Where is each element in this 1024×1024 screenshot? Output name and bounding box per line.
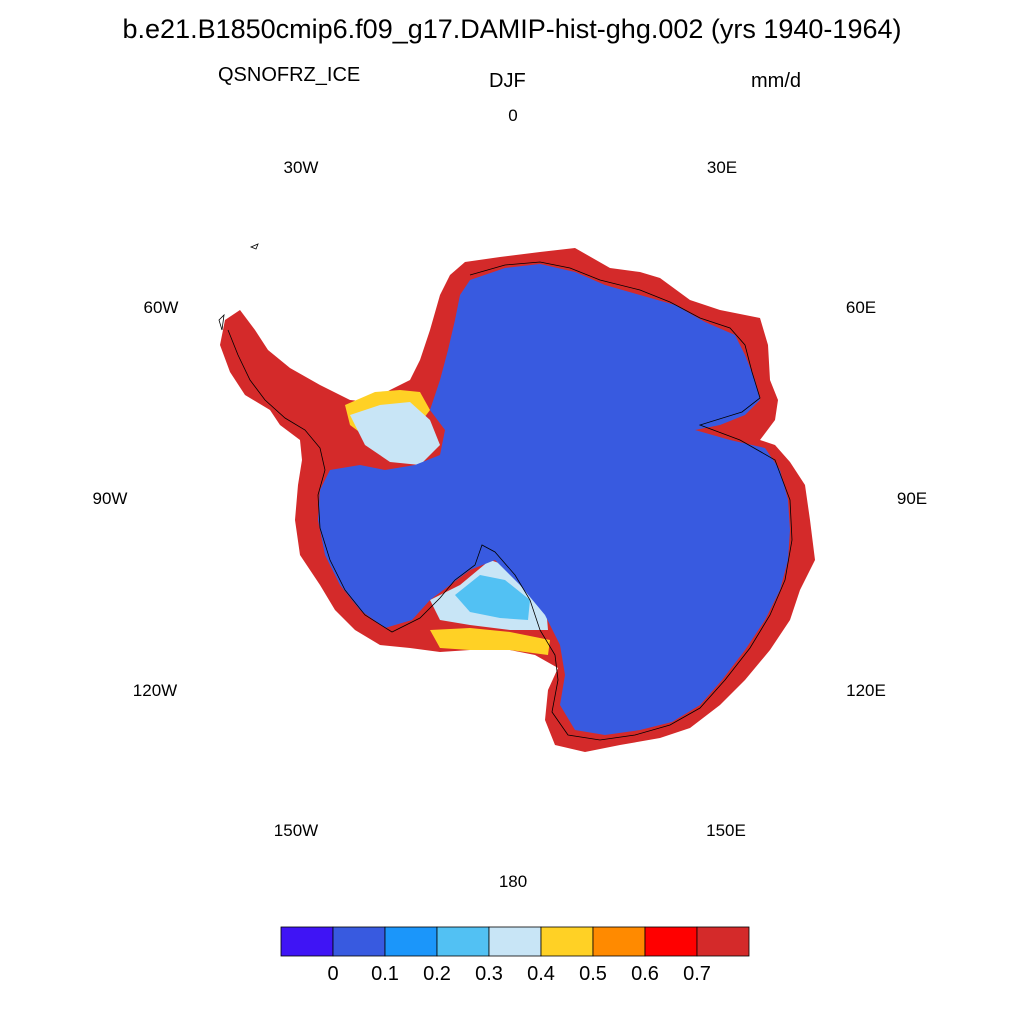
lon-label-120w: 120W (132, 681, 178, 700)
peninsula-island-coast (218, 313, 225, 331)
colorbar-swatch (436, 926, 490, 957)
south-orkney-coast (249, 243, 259, 250)
lon-label-120e: 120E (846, 681, 886, 700)
colorbar-tick-label: 0.7 (683, 963, 711, 985)
colorbar-swatch (592, 926, 646, 957)
colorbar-tick-label: 0.5 (579, 963, 607, 985)
season-label: DJF (489, 70, 526, 92)
weddell-pale (350, 402, 440, 465)
colorbar (280, 926, 750, 957)
ross-transition (430, 628, 550, 655)
colorbar-tick-label: 0 (327, 963, 339, 985)
colorbar-tick-label: 0.2 (423, 963, 451, 985)
colorbar-swatch (280, 926, 334, 957)
plot-title: b.e21.B1850cmip6.f09_g17.DAMIP-hist-ghg.… (122, 14, 902, 44)
lon-label-30w: 30W (283, 158, 319, 177)
colorbar-swatch (644, 926, 698, 957)
colorbar-swatch (540, 926, 594, 957)
lon-label-90w: 90W (92, 489, 128, 508)
ice-sheet-interior (318, 264, 790, 735)
colorbar-tick-label: 0.6 (631, 963, 659, 985)
colorbar-swatch (332, 926, 386, 957)
lon-label-90e: 90E (896, 489, 928, 508)
colorbar-tick-label: 0.1 (371, 963, 399, 985)
lon-label-0: 0 (508, 106, 518, 125)
variable-name: QSNOFRZ_ICE (218, 64, 361, 86)
ross-light-blue (455, 575, 530, 620)
coastline (227, 261, 793, 741)
lon-label-60w: 60W (143, 298, 179, 317)
colorbar-tick-label: 0.3 (475, 963, 503, 985)
lon-label-60e: 60E (845, 298, 877, 317)
colorbar-tick-label: 0.4 (527, 963, 555, 985)
colorbar-swatch (696, 926, 750, 957)
colorbar-swatch (384, 926, 438, 957)
lon-label-180: 180 (498, 872, 528, 891)
colorbar-swatch (488, 926, 542, 957)
lon-label-150w: 150W (273, 821, 319, 840)
units-label: mm/d (751, 70, 801, 92)
lon-label-150e: 150E (706, 821, 746, 840)
lon-label-30e: 30E (706, 158, 738, 177)
